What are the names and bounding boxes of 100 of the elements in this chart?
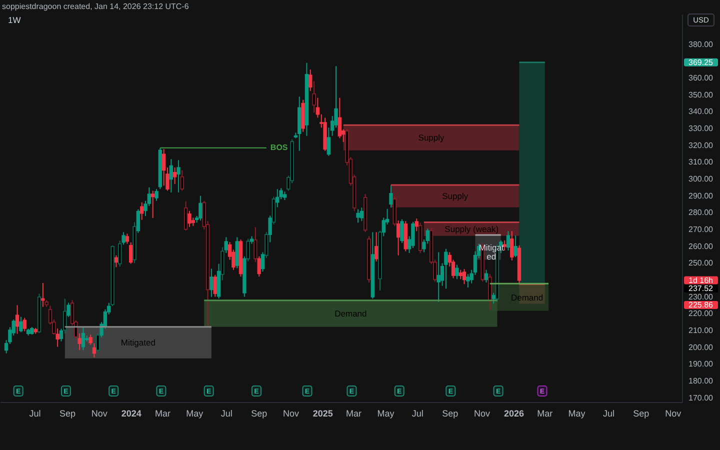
candlestick [63,298,67,334]
candlestick [88,334,92,346]
candlestick [172,167,177,185]
x-tick-label: Jul [602,408,614,418]
series-label: Demand [334,308,368,319]
candlestick [220,246,224,281]
candlestick [188,210,192,228]
candlestick [184,200,188,232]
candlestick [15,304,20,334]
series-label: Supply [442,191,469,202]
candlestick [488,274,492,311]
candlestick [125,233,130,244]
candlestick [338,97,342,139]
candlestick [492,292,496,304]
candlestick [96,332,100,353]
y-tick-label: 270.00 [688,224,714,234]
y-tick-label: 320.00 [688,140,714,150]
candlestick [374,232,378,262]
candlestick [118,240,122,267]
candlestick [276,188,280,208]
candlestick [462,268,466,285]
y-tick-label: 225.86 [688,300,714,310]
y-tick-label: 237.52 [688,284,714,293]
candlestick [414,218,418,232]
series-label: Mitigated [120,338,156,348]
y-tick-label: 369.25 [688,58,714,67]
x-tick-label: 2026 [504,408,524,418]
x-tick-label: May [568,408,586,418]
candlestick [59,328,64,342]
candlestick [162,148,166,186]
x-tick-label: Nov [91,408,108,418]
x-tick-label: May [377,408,395,418]
chart-title: 1W [8,15,21,25]
candlestick [308,69,312,92]
y-tick-label: 340.00 [688,107,714,116]
x-tick-label: Mar [346,408,362,418]
candlestick [78,332,82,351]
x-tick-label: Mar [155,408,171,418]
candlestick [81,326,86,351]
y-tick-label: 300.00 [688,174,714,184]
y-tick-label: 170.00 [688,393,714,402]
x-tick-label: Jul [220,408,232,418]
candlestick [169,158,174,193]
candlestick [466,274,470,288]
candlestick [356,208,360,224]
y-tick-label: 230.00 [688,292,714,302]
candlestick [502,240,506,252]
x-tick-label: Jul [29,408,41,418]
series-label: Demand [510,292,544,302]
candlestick [506,230,510,252]
candlestick [19,316,23,333]
candlestick [360,207,364,222]
candlestick [129,242,133,264]
y-tick-label: 310.00 [688,158,714,167]
x-tick-label: Jul [412,408,424,418]
candlestick [122,232,126,246]
candlestick [260,252,265,272]
candlestick [235,236,239,269]
candlestick [41,282,45,308]
y-tick-label: 280.00 [688,208,714,218]
x-tick-label: Sep [633,408,650,418]
y-tick-label: 290.00 [688,191,714,200]
text: soppiestdragoon created, Jan 14, 2026 23:12 UTC-6 [2,2,190,11]
candlestick [444,248,448,290]
candlestick [224,236,228,254]
y-tick-label: 220.00 [688,309,714,318]
candlestick [154,188,158,202]
candlestick [484,269,488,283]
candlestick [66,302,70,318]
candlestick [56,328,60,348]
candlestick [400,218,404,244]
y-tick-label: 260.00 [688,242,714,251]
candlestick [458,269,462,280]
y-tick-label: 250.00 [688,258,714,268]
candlestick [22,317,26,332]
candlestick [510,230,514,261]
x-tick-label: Nov [665,408,682,418]
candlestick [272,196,276,225]
candlestick [246,238,250,262]
x-tick-label: Nov [474,408,491,418]
candlestick [436,252,440,303]
candlestick [389,184,393,208]
candlestick [257,256,261,278]
y-tick-label: 190.00 [688,360,714,369]
candlestick [180,170,184,192]
y-tick-label: 1d 16h [688,276,713,285]
x-tick-label: Mar [537,408,553,418]
candlestick [92,342,96,358]
candlestick [114,254,118,268]
candlestick [254,226,258,263]
y-tick-label: 180.00 [688,376,714,386]
candlestick [396,220,400,256]
y-tick-label: 380.00 [688,40,714,49]
x-tick-label: 2024 [121,408,142,418]
y-tick-label: 210.00 [688,326,714,335]
candlestick [264,231,268,259]
series-label: Supply (weak) [444,224,499,234]
y-tick-label: 360.00 [688,73,714,82]
candlestick [140,202,144,220]
candlestick [312,80,316,114]
